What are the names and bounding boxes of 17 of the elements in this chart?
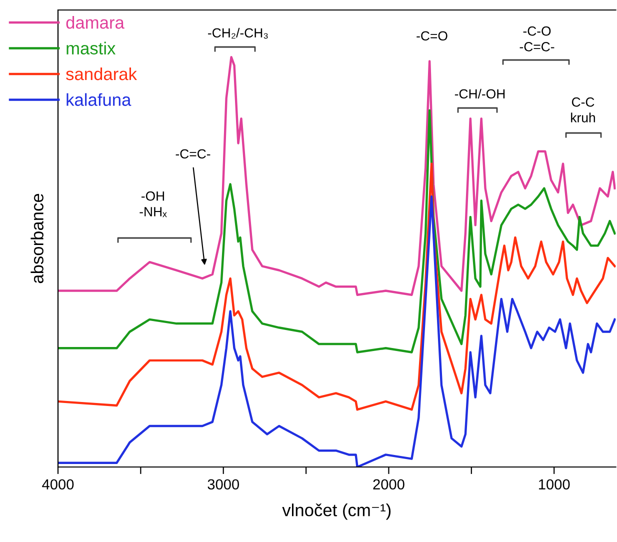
x-tick-label: 2000 [373,479,404,490]
text: -C-O -C=C- [520,26,554,52]
x-axis-title: vlnočet (cm⁻¹) [282,504,391,520]
text: -CH₂/-CH₃ [208,28,268,39]
text: -C=O [416,31,448,41]
x-tick-label: 3000 [208,479,240,490]
y-axis-title: absorbance [30,194,44,284]
annotation: -OH -NHₓ [140,191,167,218]
x-tick-label: 1000 [538,479,570,490]
legend-label: kalafuna [66,93,132,106]
legend-label: mastix [66,42,116,54]
legend-label: sandarak [66,67,137,80]
x-tick-label: 4000 [42,479,74,490]
annotation: -C=C- [176,149,210,159]
legend-label: damara [66,16,124,29]
annotation: C-C kruh [571,97,595,122]
annotation: -CH/-OH [454,88,505,99]
